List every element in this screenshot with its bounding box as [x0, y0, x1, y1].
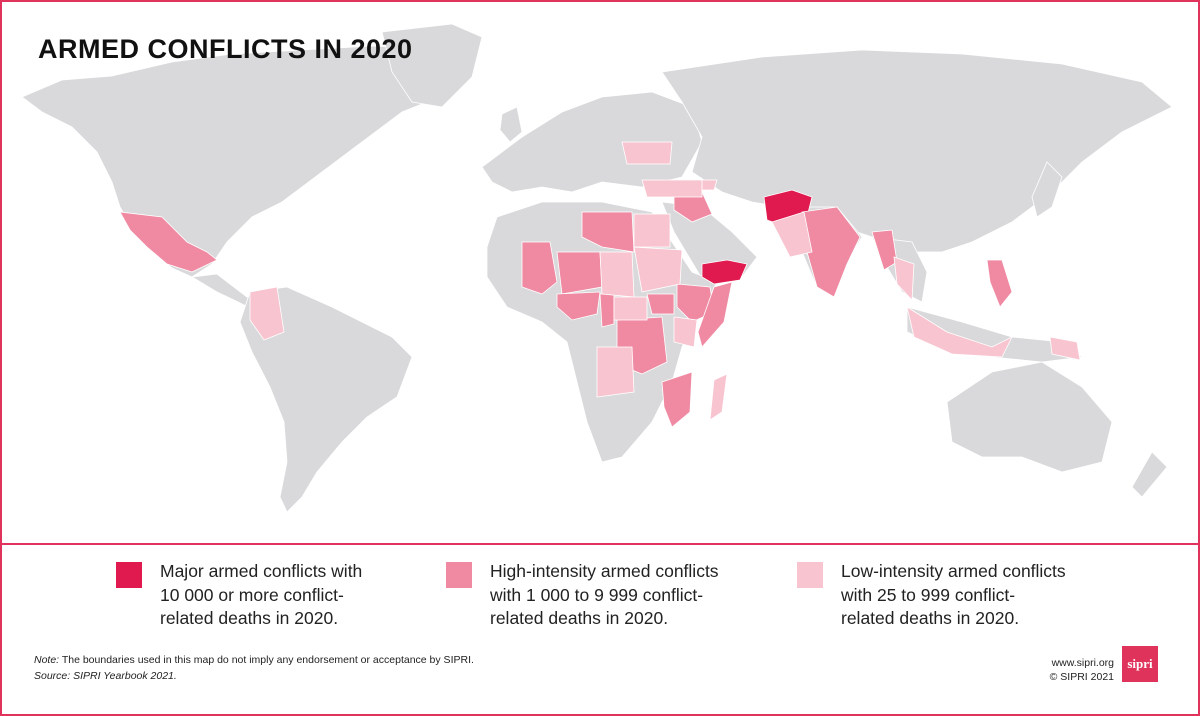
- cameroon-region: [599, 293, 615, 328]
- website-link[interactable]: www.sipri.org: [1051, 657, 1114, 669]
- caucasus-region: [701, 179, 718, 191]
- note-label: Note:: [34, 654, 60, 666]
- map-note: Note: The boundaries used in this map do…: [34, 652, 474, 684]
- legend-text-low: Low-intensity armed conflicts with 25 to…: [841, 561, 1066, 628]
- mexico-region: [119, 211, 218, 273]
- land-uk: [499, 106, 523, 143]
- legend-text-major: Major armed conflicts with 10 000 or mor…: [160, 561, 363, 628]
- niger-region: [556, 251, 603, 295]
- mozambique-region: [661, 371, 693, 428]
- land-greenland: [381, 23, 483, 108]
- kenya-region: [673, 316, 698, 348]
- credits: www.sipri.org © SIPRI 2021: [1050, 656, 1114, 684]
- legend-text-high: High-intensity armed conflicts with 1 00…: [490, 561, 719, 628]
- south-sudan-region: [646, 293, 675, 315]
- land-australia: [946, 361, 1113, 473]
- somalia-region: [697, 281, 733, 348]
- indonesia-region: [906, 306, 1013, 358]
- legend-swatch-major: [116, 562, 142, 588]
- copyright-text: © SIPRI 2021: [1049, 671, 1114, 683]
- page-title: ARMED CONFLICTS IN 2020: [38, 34, 413, 64]
- sipri-logo: sipri: [1122, 646, 1158, 682]
- car-region: [613, 296, 648, 321]
- angola-region: [596, 346, 635, 398]
- note-text: The boundaries used in this map do not i…: [59, 654, 474, 666]
- egypt-region: [633, 213, 671, 248]
- libya-region: [581, 211, 635, 253]
- madagascar-region: [709, 373, 728, 421]
- turkey-region: [641, 179, 703, 198]
- legend-swatch-high: [446, 562, 472, 588]
- sudan-region: [633, 246, 683, 293]
- land-japan: [1031, 161, 1063, 218]
- high-intensity-conflicts: [119, 191, 1013, 428]
- png-region: [1049, 336, 1081, 361]
- legend-divider: [2, 543, 1198, 545]
- ukraine-region: [621, 141, 673, 165]
- land-new-zealand: [1131, 451, 1168, 498]
- philippines-region: [986, 259, 1013, 308]
- yemen-region: [701, 259, 748, 285]
- mali-region: [521, 241, 558, 295]
- colombia-region: [249, 286, 285, 341]
- nigeria-region: [556, 291, 601, 321]
- land-europe: [481, 91, 703, 193]
- legend-swatch-low: [797, 562, 823, 588]
- pakistan-region: [771, 211, 813, 258]
- world-map: [2, 2, 1198, 542]
- land-south-america: [239, 286, 413, 513]
- india-region: [801, 206, 861, 298]
- myanmar-region: [871, 229, 898, 271]
- source-text: Source: SIPRI Yearbook 2021.: [34, 670, 177, 682]
- land-asia: [661, 49, 1173, 253]
- thailand-region: [893, 256, 915, 301]
- chad-region: [599, 251, 635, 298]
- low-intensity-conflicts: [249, 141, 1081, 421]
